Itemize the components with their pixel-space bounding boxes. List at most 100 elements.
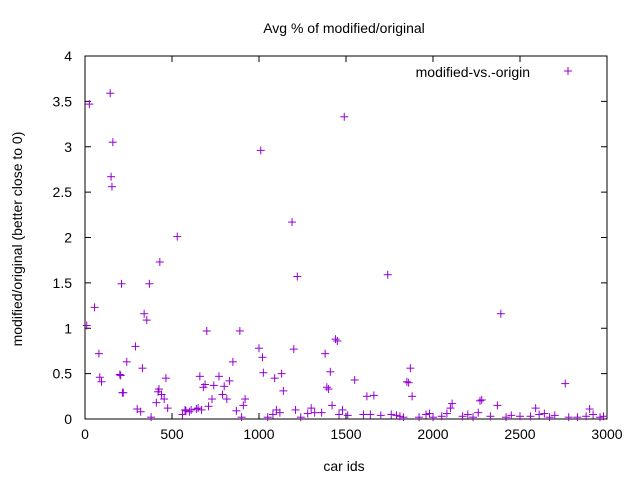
data-point xyxy=(142,316,151,325)
data-point xyxy=(85,100,94,109)
data-point xyxy=(395,412,404,421)
data-point xyxy=(161,374,170,383)
data-point xyxy=(178,410,187,419)
data-point xyxy=(157,390,166,399)
data-point xyxy=(564,413,573,422)
data-point xyxy=(493,401,502,410)
data-point xyxy=(291,405,300,414)
data-point xyxy=(185,407,194,416)
data-point xyxy=(195,372,204,381)
data-point xyxy=(107,182,116,191)
data-point xyxy=(288,218,297,227)
y-tick-label: 1 xyxy=(64,320,72,336)
data-point xyxy=(303,409,312,418)
data-point xyxy=(152,398,161,407)
data-point xyxy=(228,357,237,366)
data-point xyxy=(255,344,263,353)
data-point xyxy=(163,404,172,413)
data-point xyxy=(402,377,411,386)
data-point xyxy=(116,371,125,380)
data-point xyxy=(277,369,286,378)
y-tick-label: 3.5 xyxy=(53,93,73,109)
data-point xyxy=(516,412,524,421)
plot-axes: 0 500 1000 1500 2000 2500 3000 0 0.5 1 1.5 2 2.5 3 3.5… xyxy=(53,48,623,442)
data-point xyxy=(486,412,495,421)
y-tick-label: 4 xyxy=(64,48,72,64)
x-tick-label: 1500 xyxy=(330,426,361,442)
data-points xyxy=(82,89,608,422)
data-point xyxy=(270,374,279,383)
data-point xyxy=(406,364,415,373)
legend-label: modified-vs.-origin xyxy=(416,64,530,80)
y-tick-label: 2.5 xyxy=(53,184,73,200)
x-tick-label: 2000 xyxy=(417,426,448,442)
data-point xyxy=(404,378,413,387)
data-point xyxy=(155,258,164,267)
data-point xyxy=(115,370,124,379)
data-point xyxy=(535,410,544,419)
y-tick-label: 2 xyxy=(64,230,72,246)
x-tick-label: 500 xyxy=(160,426,184,442)
data-point xyxy=(279,386,288,395)
data-point xyxy=(140,309,149,318)
legend-marker xyxy=(564,67,572,75)
data-point xyxy=(310,408,319,417)
data-point xyxy=(192,405,201,414)
data-point xyxy=(477,395,486,404)
data-point xyxy=(296,413,305,422)
data-point xyxy=(263,413,272,422)
data-point xyxy=(422,410,431,419)
data-point xyxy=(369,391,378,400)
data-point xyxy=(496,309,505,318)
x-tick-label: 1000 xyxy=(243,426,274,442)
data-point xyxy=(241,395,250,404)
data-point xyxy=(237,413,246,422)
data-point xyxy=(561,379,570,388)
data-point xyxy=(582,412,591,421)
data-point xyxy=(293,272,302,281)
data-point xyxy=(197,405,206,414)
data-point xyxy=(376,411,385,420)
data-point xyxy=(201,380,210,389)
data-point xyxy=(131,342,140,351)
data-point xyxy=(209,381,218,390)
data-point xyxy=(173,232,182,241)
data-point xyxy=(145,279,154,288)
x-axis-label: car ids xyxy=(323,458,364,474)
data-point xyxy=(383,270,392,279)
data-point xyxy=(359,410,368,419)
data-point xyxy=(463,410,472,419)
data-point xyxy=(442,409,451,418)
data-point xyxy=(331,335,340,344)
chart-legend: modified-vs.-origin xyxy=(416,64,572,80)
data-point xyxy=(335,410,344,419)
data-point xyxy=(138,364,147,373)
data-point xyxy=(82,321,91,330)
x-tick-label: 3000 xyxy=(591,426,622,442)
data-point xyxy=(502,413,511,422)
data-point xyxy=(94,349,103,358)
data-point xyxy=(117,279,126,288)
data-point xyxy=(95,373,104,382)
data-point xyxy=(474,408,483,417)
data-point xyxy=(222,395,231,404)
y-tick-label: 0 xyxy=(64,411,72,427)
data-point xyxy=(202,326,211,335)
data-point xyxy=(108,138,117,147)
chart-title: Avg % of modified/original xyxy=(263,20,425,36)
data-point xyxy=(469,413,478,422)
data-point xyxy=(475,396,484,405)
data-point xyxy=(458,412,467,421)
data-point xyxy=(362,392,371,401)
data-point xyxy=(235,326,244,335)
data-point xyxy=(256,146,265,155)
data-point xyxy=(573,413,582,422)
data-point xyxy=(258,353,267,362)
data-point xyxy=(160,395,169,404)
data-point xyxy=(550,411,559,420)
data-point xyxy=(208,395,217,404)
data-point xyxy=(415,413,424,422)
data-point xyxy=(122,357,131,366)
data-point xyxy=(232,406,241,415)
